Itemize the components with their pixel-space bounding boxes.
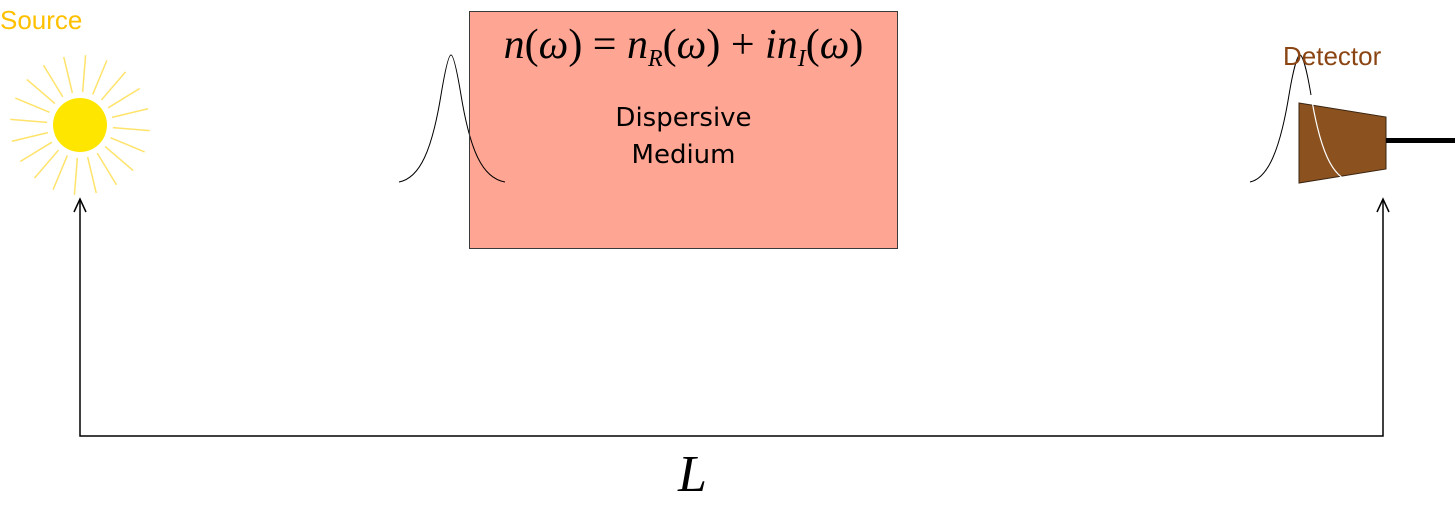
right-arrowhead <box>1376 197 1390 213</box>
eq-omega: ω <box>538 22 569 68</box>
eq-sub-I: I <box>797 46 806 72</box>
eq-n: n <box>503 22 525 68</box>
sun-ray <box>111 108 149 119</box>
sun-ray <box>63 56 74 94</box>
length-label: L <box>678 446 707 503</box>
refractive-index-equation: n(ω) = nR(ω) + inI(ω) <box>503 22 864 72</box>
sun-ray <box>112 126 150 132</box>
detector-icon <box>1298 102 1455 184</box>
sun-ray <box>104 145 134 172</box>
sun-ray <box>33 149 60 179</box>
sun-ray <box>15 97 50 114</box>
medium-line-1: Dispersive <box>615 103 752 133</box>
sun-core <box>53 98 107 152</box>
eq-sub-R: R <box>648 46 663 72</box>
bracket-line <box>79 200 1384 437</box>
sun-ray <box>100 71 127 101</box>
eq-omega-2: ω <box>676 22 707 68</box>
sun-ray <box>19 141 53 163</box>
sun-ray <box>73 157 79 195</box>
medium-rect <box>469 11 898 249</box>
sun-ray <box>91 60 108 95</box>
sun-ray <box>107 87 141 109</box>
sun-ray <box>42 64 64 98</box>
sun-ray <box>86 156 97 194</box>
sun-ray <box>96 152 118 186</box>
medium-text: Dispersive Medium <box>470 100 897 174</box>
distance-bracket <box>73 197 1390 437</box>
left-arrowhead <box>73 197 87 213</box>
source-label: Source <box>0 5 83 35</box>
eq-nI: n <box>776 22 798 68</box>
detector-body <box>1298 102 1387 184</box>
sun-ray <box>110 136 145 153</box>
eq-omega-3: ω <box>819 22 850 68</box>
sun-ray <box>81 55 87 93</box>
pulse-before-medium <box>398 54 506 183</box>
dispersive-medium-box: n(ω) = nR(ω) + inI(ω) Dispersive Medium <box>469 11 898 249</box>
sun-ray <box>10 118 48 124</box>
eq-nR: n <box>627 22 648 68</box>
sun-ray <box>11 131 49 142</box>
sun-ray <box>26 78 56 105</box>
sun-ray <box>52 155 69 190</box>
sun-icon <box>10 55 150 195</box>
sun-rays <box>10 55 150 195</box>
eq-i: i <box>765 22 777 68</box>
detector-label: Detector <box>1283 41 1382 71</box>
pulse-at-detector-shadow <box>1249 54 1312 183</box>
medium-line-2: Medium <box>631 140 736 170</box>
detector-cable <box>1386 138 1455 143</box>
